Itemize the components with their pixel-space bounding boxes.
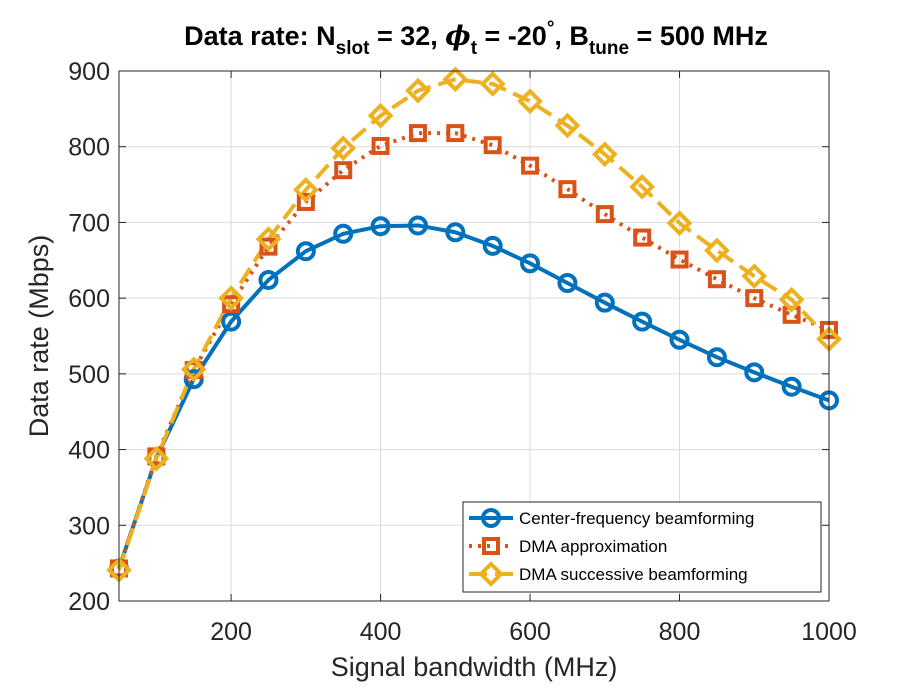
data-point-square [408,124,427,143]
data-point-circle [482,235,503,256]
data-point-circle [333,223,354,244]
data-point-diamond [330,135,357,162]
data-point-square [633,228,652,247]
y-tick-label: 400 [68,437,110,465]
data-point-diamond [704,237,730,264]
data-point-diamond [255,226,282,252]
legend-label: Center-frequency beamforming [519,509,754,528]
y-tick-label: 600 [68,285,110,313]
title-degree-symbol: ° [547,18,555,39]
data-point-diamond [629,174,655,200]
data-point-circle [520,253,541,274]
data-point-diamond [180,356,207,383]
data-point-diamond [218,285,244,311]
data-point-circle [706,347,727,368]
data-point-square [670,250,689,269]
legend-box [462,501,822,593]
axis-ticks [119,70,830,602]
data-point-square [595,205,614,224]
plot-frame [118,70,830,602]
title-subscript-t: t [471,38,478,59]
data-point-diamond [554,112,581,139]
title-prefix: Data rate: N [184,21,336,51]
legend-marker-square [482,537,500,555]
data-point-circle [445,222,466,243]
title-subscript-tune: tune [589,38,629,59]
title-mid-2: = -20 [477,21,547,51]
legend-marker-diamond [478,561,504,587]
data-point-diamond [293,177,319,203]
data-point-diamond [778,286,805,313]
data-point-circle [370,216,391,237]
data-point-circle [183,369,204,390]
x-axis-label: Signal bandwidth (MHz) [331,652,618,682]
x-tick-label: 600 [509,618,551,646]
data-point-square [483,136,502,155]
legend: Center-frequency beamforming DMA approxim… [462,501,822,593]
data-point-diamond [405,77,431,104]
data-point-diamond [591,141,618,168]
data-point-square [259,237,278,256]
title-suffix: = 500 MHz [629,21,768,51]
data-point-square [296,192,315,211]
data-point-square [558,180,577,199]
y-tick-label: 500 [68,361,110,389]
data-point-circle [557,273,578,293]
data-point-diamond [479,71,506,97]
tick-labels: 200 400 600 800 1000 200 300 400 500 600 700 800 900 [68,58,857,646]
x-tick-label: 200 [210,618,252,646]
data-point-diamond [143,445,170,472]
data-point-diamond [367,102,394,129]
data-point-circle [295,241,316,262]
data-point-square [707,270,726,289]
data-point-circle [669,329,690,350]
y-tick-label: 200 [68,588,110,616]
data-point-square [521,156,540,175]
data-point-diamond [666,210,693,237]
data-point-square [222,295,241,314]
y-tick-label: 300 [68,512,110,540]
data-point-circle [258,269,279,290]
x-tick-label: 400 [360,618,402,646]
data-point-circle [632,311,653,332]
legend-label: DMA successive beamforming [519,565,748,584]
data-point-square [371,136,390,155]
title-phi-symbol: ϕ [445,21,470,52]
data-point-circle [744,362,765,383]
title-mid-3: , B [554,21,589,51]
data-point-circle [407,215,428,236]
data-point-circle [781,376,802,397]
data-point-diamond [442,66,469,93]
legend-label: DMA approximation [519,537,667,556]
chart-title: Data rate: Nslot = 32, ϕt = -20°, Btune … [184,18,768,59]
data-point-square [745,289,764,308]
x-tick-label: 1000 [801,618,857,646]
title-subscript-slot: slot [336,38,370,59]
legend-marker-circle [481,508,501,528]
data-point-diamond [517,88,543,115]
title-mid-1: = 32, [369,21,445,51]
y-tick-label: 800 [68,134,110,162]
x-tick-label: 800 [659,618,701,646]
data-point-diamond [741,263,768,290]
data-point-circle [221,311,242,332]
data-point-circle [594,292,615,313]
data-point-square [446,124,465,143]
series-markers [106,66,842,583]
y-axis-label: Data rate (Mbps) [24,235,54,438]
data-point-square [334,161,353,180]
y-tick-label: 900 [68,58,110,86]
y-tick-label: 700 [68,209,110,237]
